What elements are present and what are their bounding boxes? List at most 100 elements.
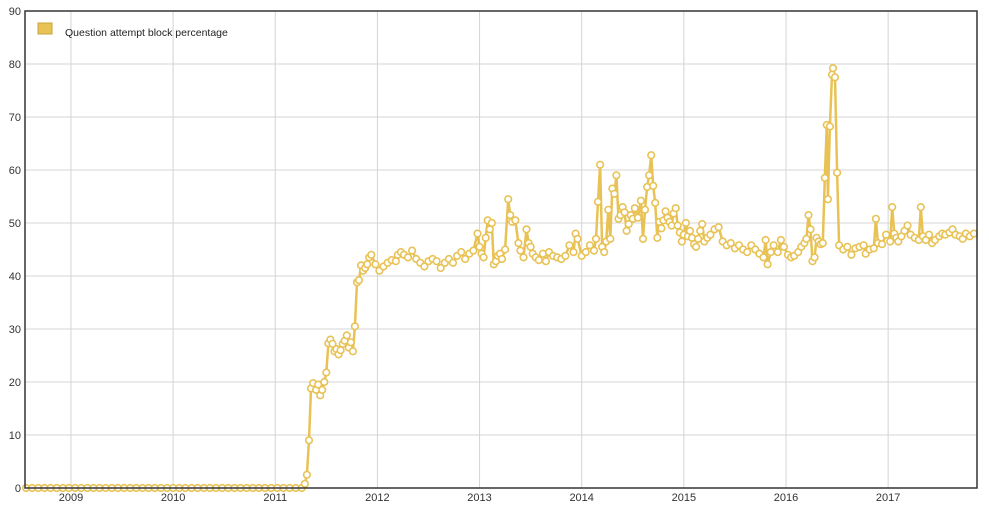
- legend-label: Question attempt block percentage: [65, 27, 228, 39]
- data-point: [591, 234, 601, 243]
- data-point: [610, 189, 619, 198]
- data-point: [761, 235, 770, 245]
- x-tick-label: 2014: [569, 492, 593, 504]
- data-point: [651, 198, 660, 207]
- data-point: [714, 223, 723, 232]
- data-point: [653, 233, 662, 242]
- data-point: [888, 203, 897, 212]
- x-axis-ticks: 2009 2010 2011 2012 2013 2014 2015 2016 2017: [59, 492, 901, 504]
- x-tick-label: 2010: [161, 492, 185, 504]
- data-point: [624, 220, 633, 229]
- data-point: [859, 241, 868, 250]
- data-point: [759, 253, 768, 262]
- data-point: [302, 470, 312, 479]
- data-point: [766, 248, 775, 257]
- data-point: [504, 195, 513, 204]
- data-point: [461, 254, 470, 264]
- data-point: [685, 226, 695, 235]
- data-point: [630, 204, 639, 213]
- data-point: [519, 253, 528, 262]
- data-point: [706, 230, 715, 239]
- data-point: [485, 225, 494, 234]
- data-point: [346, 338, 355, 347]
- data-point: [481, 233, 490, 242]
- data-point: [497, 254, 507, 264]
- x-tick-label: 2013: [467, 492, 491, 504]
- data-point: [473, 229, 482, 238]
- data-point: [640, 205, 650, 214]
- data-point: [773, 248, 782, 257]
- data-point: [363, 260, 372, 269]
- data-point: [647, 151, 656, 160]
- data-point: [420, 262, 429, 271]
- data-point: [541, 257, 551, 266]
- data-point: [589, 246, 599, 255]
- data-point: [354, 276, 364, 285]
- data-point: [638, 234, 648, 243]
- data-point: [828, 64, 838, 73]
- data-point: [869, 244, 878, 253]
- data-point: [561, 251, 570, 260]
- data-point: [511, 216, 520, 225]
- data-point: [830, 73, 840, 82]
- data-point: [916, 203, 925, 212]
- data-point: [501, 245, 510, 254]
- data-point: [516, 246, 525, 255]
- y-axis-ticks: 0 10 20 30 40 50 60 70 80 90: [9, 6, 21, 495]
- data-point: [604, 205, 613, 214]
- data-point: [565, 241, 574, 250]
- data-point: [487, 218, 496, 228]
- data-point: [304, 436, 314, 445]
- data-point: [636, 196, 646, 205]
- data-point: [581, 248, 590, 257]
- y-tick-label: 10: [9, 430, 21, 442]
- data-point: [475, 242, 484, 251]
- legend: Question attempt block percentage: [37, 22, 228, 39]
- data-point: [328, 339, 337, 348]
- x-tick-label: 2017: [876, 492, 900, 504]
- data-point: [924, 230, 934, 239]
- data-point: [673, 221, 682, 230]
- data-point: [469, 246, 478, 255]
- data-point: [612, 171, 621, 180]
- data-point: [903, 221, 912, 230]
- x-tick-label: 2012: [365, 492, 389, 504]
- data-point: [348, 347, 358, 356]
- data-point: [661, 207, 670, 216]
- data-point: [403, 253, 413, 262]
- data-point: [432, 257, 441, 266]
- data-point: [698, 220, 707, 229]
- data-point: [391, 257, 400, 266]
- data-point: [457, 248, 466, 257]
- data-point: [436, 263, 445, 273]
- data-point: [871, 214, 881, 223]
- x-tick-label: 2015: [672, 492, 696, 504]
- data-point: [820, 173, 829, 182]
- data-point: [818, 239, 827, 248]
- data-point: [526, 242, 535, 251]
- data-point: [350, 322, 360, 331]
- data-point: [320, 377, 329, 387]
- y-tick-label: 30: [9, 324, 21, 336]
- y-tick-label: 20: [9, 377, 21, 389]
- series-layer: [21, 64, 979, 493]
- plot-border: [24, 10, 978, 489]
- data-point: [522, 225, 531, 234]
- data-point: [877, 240, 887, 249]
- data-point: [644, 171, 654, 180]
- data-point: [633, 213, 643, 222]
- data-point: [322, 368, 331, 377]
- data-point: [479, 253, 488, 262]
- data-point: [649, 181, 658, 190]
- data-point: [600, 248, 609, 257]
- data-point: [776, 235, 786, 245]
- data-point: [691, 242, 701, 251]
- data-point: [696, 226, 705, 235]
- data-point: [342, 331, 351, 340]
- data-point: [534, 256, 543, 265]
- x-tick-label: 2016: [774, 492, 798, 504]
- plot-background: [25, 11, 977, 488]
- data-point: [726, 239, 735, 248]
- data-point: [671, 204, 680, 213]
- data-point: [657, 224, 666, 233]
